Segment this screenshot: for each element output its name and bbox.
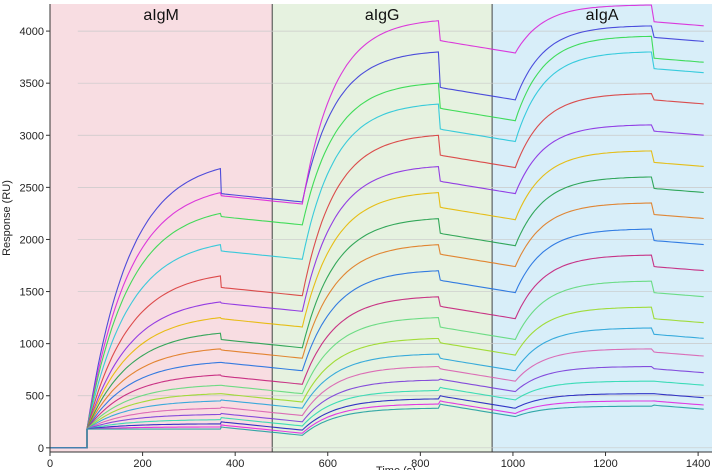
series-line-8 xyxy=(50,176,704,449)
series-line-12 xyxy=(50,280,704,449)
x-tick-label: 1000 xyxy=(501,458,525,470)
y-tick-label: 3500 xyxy=(20,78,44,90)
series-line-19 xyxy=(50,400,704,449)
y-axis-title: Response (RU) xyxy=(1,180,13,256)
series-line-11 xyxy=(50,254,704,449)
series-line-10 xyxy=(50,228,704,449)
series-line-5 xyxy=(50,93,704,449)
y-tick-label: 2500 xyxy=(20,182,44,194)
series-line-3 xyxy=(50,35,704,449)
x-tick-label: 1200 xyxy=(593,458,617,470)
series-line-16 xyxy=(50,366,704,449)
series-layer xyxy=(50,4,704,449)
y-tick-label: 1000 xyxy=(20,339,44,351)
y-tick-label: 500 xyxy=(26,391,44,403)
x-tick-label: 800 xyxy=(411,458,429,470)
series-line-1 xyxy=(50,25,704,449)
series-line-17 xyxy=(50,380,704,449)
series-line-13 xyxy=(50,306,704,449)
series-line-14 xyxy=(50,327,704,449)
axes-layer: 0 500 1000 1500 2000 2500 3000 3500 4000 0 200 400 6… xyxy=(20,4,712,470)
series-line-18 xyxy=(50,393,704,449)
x-tick-label: 200 xyxy=(133,458,151,470)
y-tick-label: 4000 xyxy=(20,26,44,38)
x-tick-label: 1400 xyxy=(686,458,710,470)
x-axis-title: Time (s) xyxy=(376,465,416,470)
region-aIgA xyxy=(492,4,712,452)
y-tick-label: 1500 xyxy=(20,287,44,299)
series-line-20 xyxy=(50,403,704,449)
x-tick-label: 400 xyxy=(226,458,244,470)
y-tick-label: 2000 xyxy=(20,234,44,246)
grid-layer xyxy=(77,30,712,449)
y-tick-label: 3000 xyxy=(20,130,44,142)
series-line-7 xyxy=(50,150,704,449)
region-aIgM xyxy=(50,4,273,452)
series-line-9 xyxy=(50,202,704,449)
y-tick-label: 0 xyxy=(38,443,44,455)
series-line-2 xyxy=(50,4,704,449)
series-line-15 xyxy=(50,348,704,449)
series-line-4 xyxy=(50,51,704,449)
series-line-6 xyxy=(50,124,704,449)
x-tick-label: 600 xyxy=(319,458,337,470)
labels-layer: aIgM aIgG aIgA Time (s) Response (RU) xyxy=(1,7,619,470)
region-label-aIgA: aIgA xyxy=(586,7,619,24)
region-label-aIgM: aIgM xyxy=(143,7,179,24)
x-tick-label: 0 xyxy=(47,458,53,470)
region-label-aIgG: aIgG xyxy=(365,7,400,24)
